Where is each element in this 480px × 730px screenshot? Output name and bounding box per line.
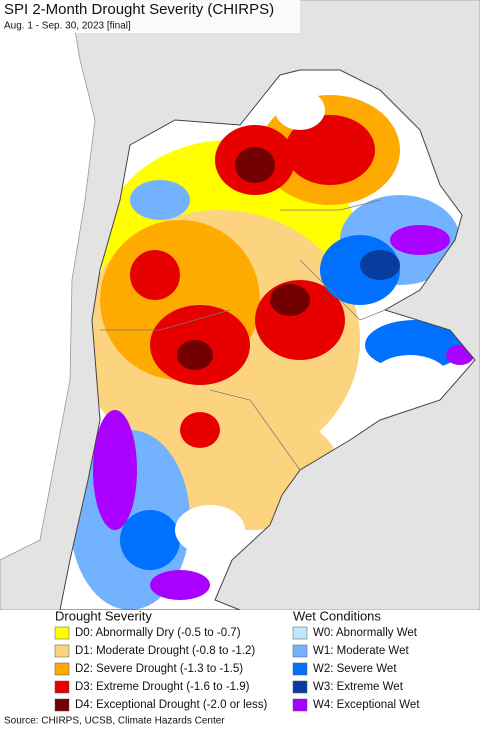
legend-label: W3: Extreme Wet: [313, 681, 404, 693]
legend-swatch: [292, 680, 308, 694]
legend-swatch: [54, 644, 70, 658]
legend-label: W1: Moderate Wet: [313, 645, 409, 657]
source: Source: CHIRPS, UCSB, Climate Hazards Ce…: [4, 716, 225, 727]
legend-swatch: [54, 680, 70, 694]
legend-label: W4: Exceptional Wet: [313, 699, 420, 711]
legend-swatch: [292, 698, 308, 712]
legend-swatch: [54, 698, 70, 712]
legend-label: D0: Abnormally Dry (-0.5 to -0.7): [75, 627, 241, 639]
legend-title: Wet Conditions: [293, 608, 381, 623]
legend-label: D4: Exceptional Drought (-2.0 or less): [75, 699, 268, 711]
legend-title: Drought Severity: [55, 608, 152, 623]
map: [0, 0, 480, 611]
subtitle: Aug. 1 - Sep. 30, 2023 [final]: [4, 21, 131, 32]
legend-label: W2: Severe Wet: [313, 663, 397, 675]
legend-swatch: [54, 662, 70, 676]
legend-label: D2: Severe Drought (-1.3 to -1.5): [75, 663, 243, 675]
legend-swatch: [292, 644, 308, 658]
title: SPI 2-Month Drought Severity (CHIRPS): [4, 1, 274, 18]
legend-swatch: [54, 626, 70, 640]
legend-label: D3: Extreme Drought (-1.6 to -1.9): [75, 681, 250, 693]
legend-label: D1: Moderate Drought (-0.8 to -1.2): [75, 645, 255, 657]
legend-swatch: [292, 662, 308, 676]
legend-label: W0: Abnormally Wet: [313, 627, 418, 639]
legend-swatch: [292, 626, 308, 640]
